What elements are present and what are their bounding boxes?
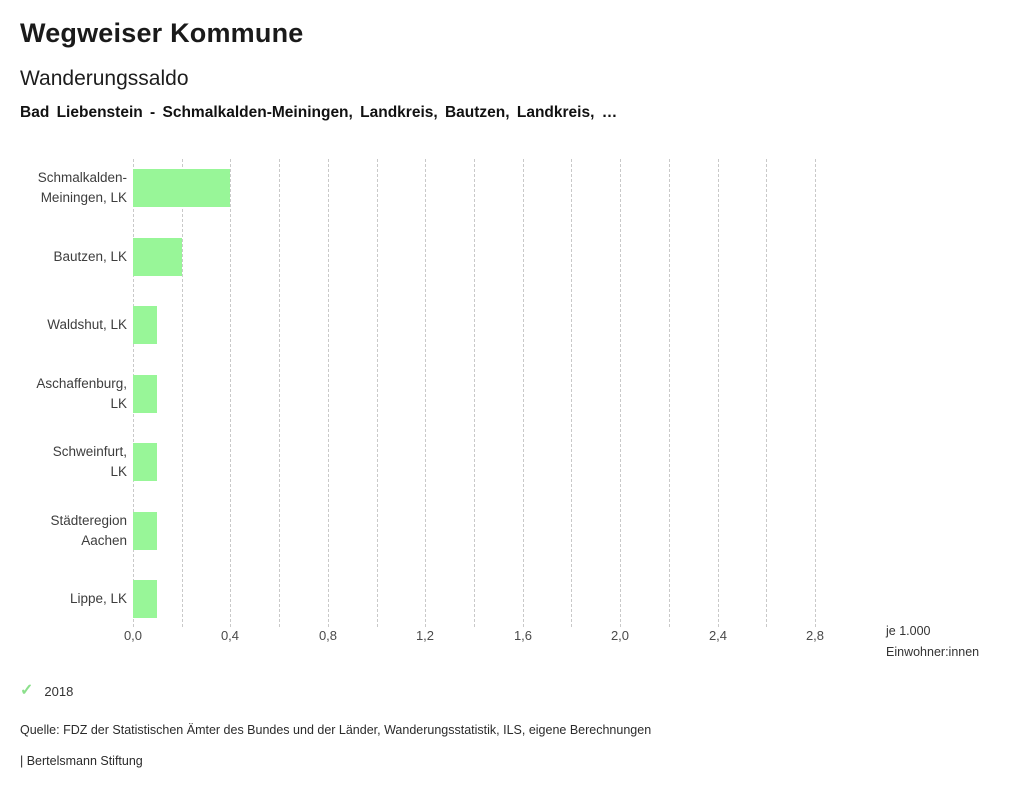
category-label: Städteregion Aachen xyxy=(50,513,127,548)
bar xyxy=(133,169,230,207)
gridline xyxy=(815,159,816,627)
category-label: Bautzen, LK xyxy=(53,249,127,264)
bar xyxy=(133,512,157,550)
x-tick-label: 2,8 xyxy=(805,628,825,643)
chart-subtitle: Bad Liebenstein - Schmalkalden-Meiningen… xyxy=(20,104,618,121)
legend: ✓ 2018 xyxy=(20,683,73,699)
x-axis-unit-label: je 1.000 Einwohner:innen xyxy=(886,624,980,659)
category-label: Aschaffenburg, LK xyxy=(36,376,127,411)
gridline xyxy=(523,159,524,627)
x-tick-label: 0,4 xyxy=(220,628,240,643)
page-title: Wegweiser Kommune xyxy=(20,18,304,48)
x-tick-label: 2,4 xyxy=(708,628,728,643)
gridline xyxy=(669,159,670,627)
bar xyxy=(133,580,157,618)
x-tick-label: 0,0 xyxy=(123,628,143,643)
gridline xyxy=(474,159,475,627)
x-tick-label: 1,6 xyxy=(513,628,533,643)
gridline xyxy=(377,159,378,627)
category-label: Waldshut, LK xyxy=(47,317,127,332)
source-text: Quelle: FDZ der Statistischen Ämter des … xyxy=(20,723,652,737)
category-label: Schmalkalden- Meiningen, LK xyxy=(37,170,127,205)
gridline xyxy=(620,159,621,627)
bar xyxy=(133,306,157,344)
gridline xyxy=(425,159,426,627)
gridline xyxy=(328,159,329,627)
bar-chart: Schmalkalden- Meiningen, LK Bautzen, LK Wa… xyxy=(0,159,1024,664)
bar xyxy=(133,375,157,413)
category-label: Schweinfurt, LK xyxy=(52,444,127,479)
chart-title: Wanderungssaldo xyxy=(20,67,189,90)
bar xyxy=(133,443,157,481)
gridline xyxy=(230,159,231,627)
legend-label: 2018 xyxy=(44,683,74,699)
gridline xyxy=(182,159,183,627)
gridline xyxy=(279,159,280,627)
gridline xyxy=(766,159,767,627)
x-tick-label: 1,2 xyxy=(415,628,435,643)
attribution-text: | Bertelsmann Stiftung xyxy=(20,754,143,768)
x-tick-label: 2,0 xyxy=(610,628,630,643)
gridline xyxy=(571,159,572,627)
gridline xyxy=(718,159,719,627)
category-label: Lippe, LK xyxy=(69,591,127,606)
check-icon: ✓ xyxy=(20,682,34,699)
x-tick-label: 0,8 xyxy=(318,628,338,643)
bar xyxy=(133,238,182,276)
